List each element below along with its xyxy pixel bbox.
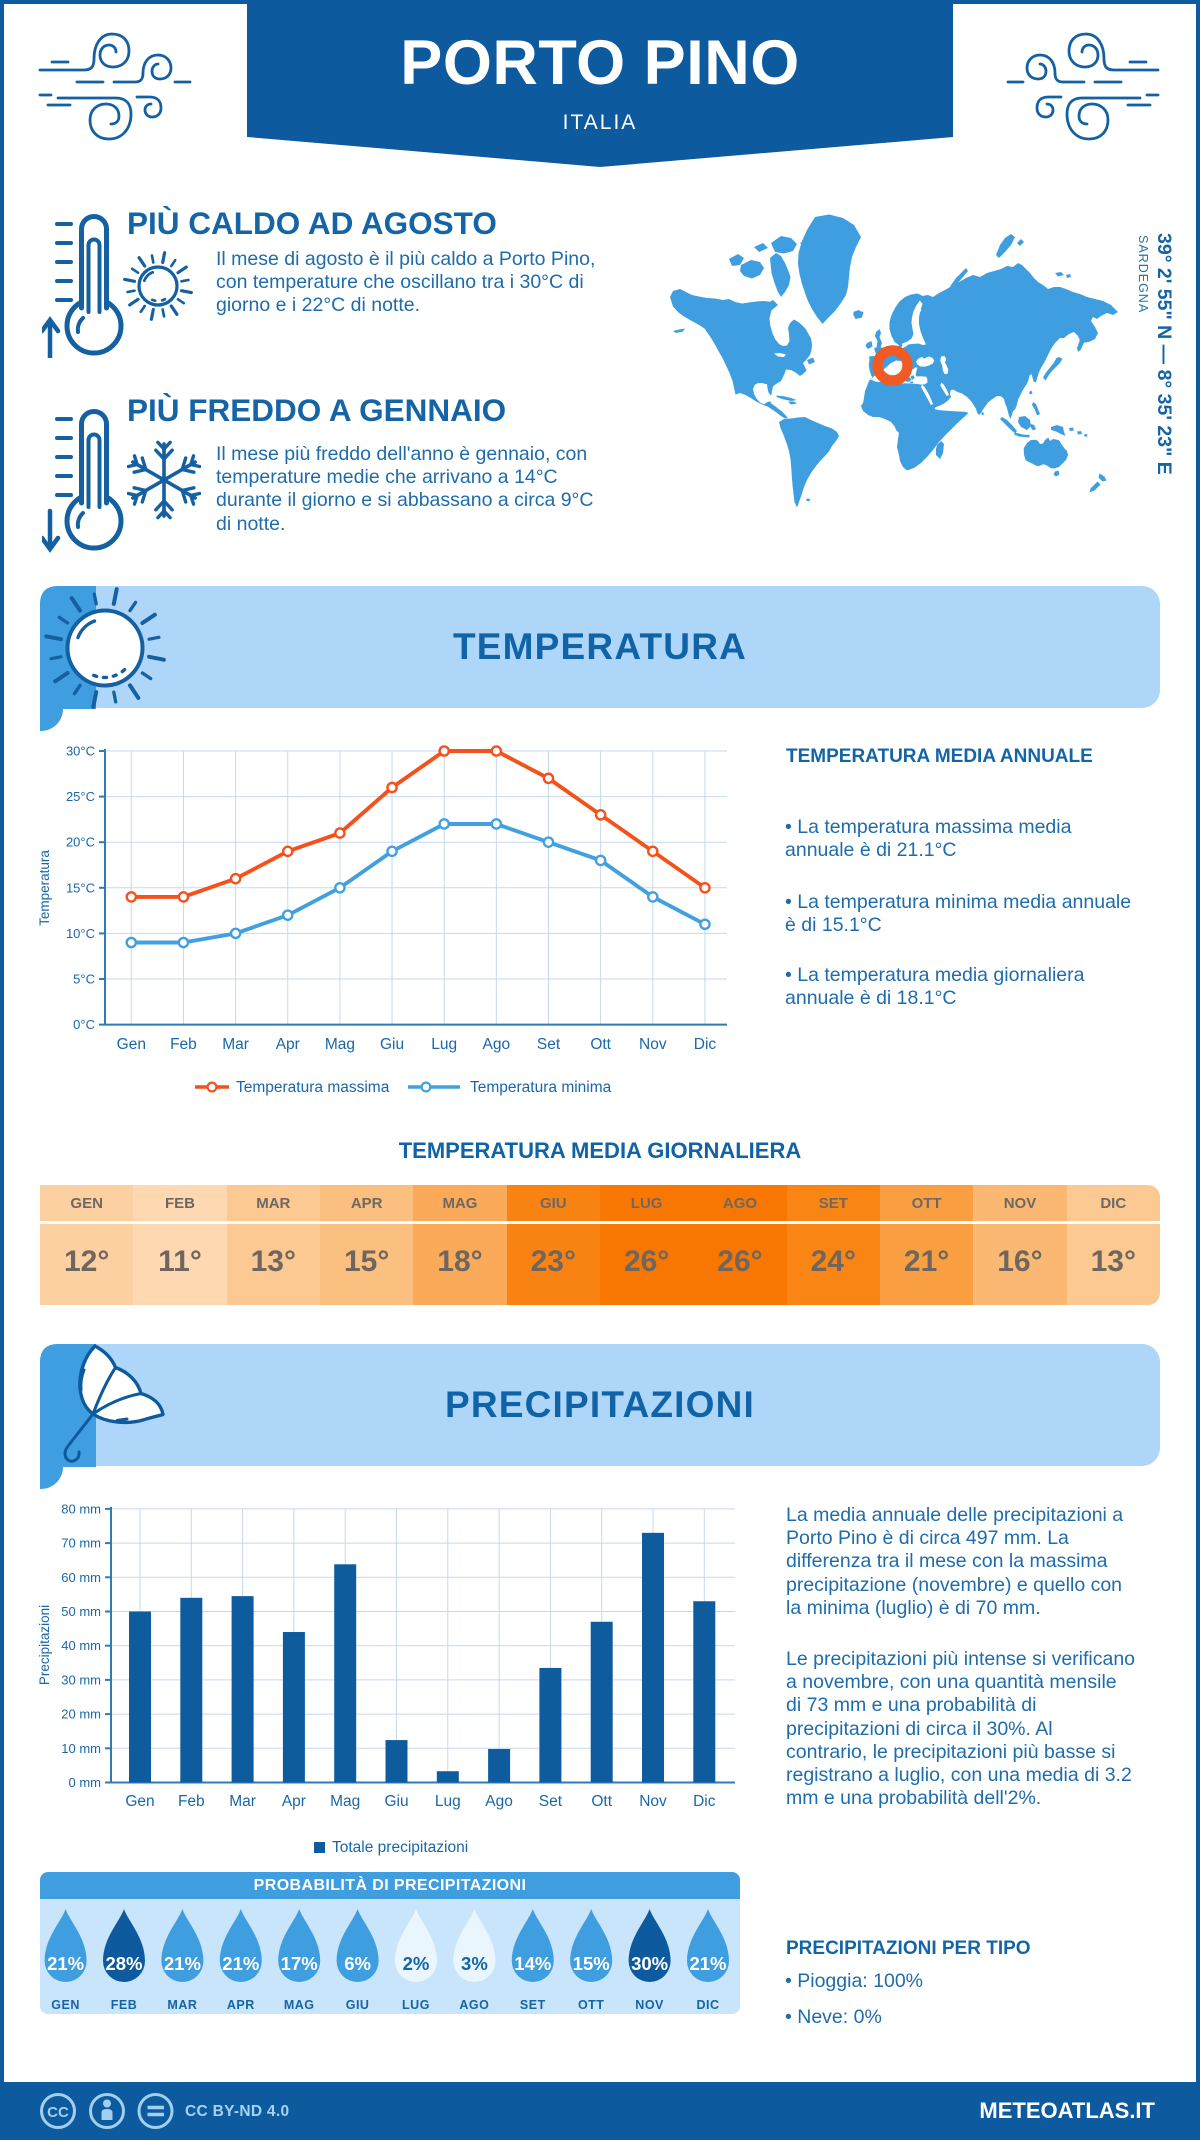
svg-text:CC: CC	[47, 2104, 69, 2121]
svg-text:Temperatura: Temperatura	[37, 850, 52, 926]
svg-text:40 mm: 40 mm	[61, 1638, 101, 1653]
svg-text:GEN: GEN	[51, 1998, 80, 2012]
svg-text:21%: 21%	[47, 1953, 84, 1974]
svg-text:0°C: 0°C	[73, 1017, 95, 1032]
svg-text:MAR: MAR	[167, 1998, 197, 2012]
svg-text:Mag: Mag	[330, 1793, 360, 1810]
svg-text:Nov: Nov	[639, 1036, 667, 1053]
svg-text:FEB: FEB	[111, 1998, 138, 2012]
svg-text:Giu: Giu	[384, 1793, 408, 1810]
svg-text:10 mm: 10 mm	[61, 1741, 101, 1756]
svg-text:Apr: Apr	[282, 1793, 306, 1810]
svg-text:Dic: Dic	[693, 1793, 716, 1810]
svg-text:Gen: Gen	[125, 1793, 154, 1810]
svg-text:17%: 17%	[281, 1953, 318, 1974]
svg-text:APR: APR	[227, 1998, 255, 2012]
svg-text:30°C: 30°C	[66, 744, 95, 759]
svg-text:GIU: GIU	[346, 1998, 370, 2012]
svg-text:MAG: MAG	[284, 1998, 315, 2012]
svg-text:20 mm: 20 mm	[61, 1707, 101, 1722]
svg-text:5°C: 5°C	[73, 972, 95, 987]
svg-text:15%: 15%	[573, 1953, 610, 1974]
svg-text:Ago: Ago	[483, 1036, 511, 1053]
svg-text:Lug: Lug	[431, 1036, 457, 1053]
svg-text:10°C: 10°C	[66, 926, 95, 941]
svg-text:Nov: Nov	[639, 1793, 667, 1810]
svg-text:25°C: 25°C	[66, 789, 95, 804]
svg-text:21%: 21%	[222, 1953, 259, 1974]
svg-text:Mar: Mar	[222, 1036, 249, 1053]
svg-text:Ago: Ago	[485, 1793, 513, 1810]
svg-text:30 mm: 30 mm	[61, 1672, 101, 1687]
svg-text:2%: 2%	[403, 1953, 430, 1974]
svg-text:14%: 14%	[514, 1953, 551, 1974]
svg-text:Dic: Dic	[694, 1036, 717, 1053]
svg-text:3%: 3%	[461, 1953, 488, 1974]
svg-text:Ott: Ott	[591, 1793, 612, 1810]
svg-text:80 mm: 80 mm	[61, 1501, 101, 1516]
svg-text:6%: 6%	[344, 1953, 371, 1974]
svg-text:SET: SET	[520, 1998, 546, 2012]
svg-text:OTT: OTT	[578, 1998, 605, 2012]
svg-text:Set: Set	[537, 1036, 561, 1053]
svg-text:15°C: 15°C	[66, 880, 95, 895]
svg-text:21%: 21%	[164, 1953, 201, 1974]
svg-text:30%: 30%	[631, 1953, 668, 1974]
svg-text:Apr: Apr	[276, 1036, 300, 1053]
svg-text:21%: 21%	[689, 1953, 726, 1974]
svg-text:0 mm: 0 mm	[69, 1775, 102, 1790]
svg-text:50 mm: 50 mm	[61, 1604, 101, 1619]
svg-text:70 mm: 70 mm	[61, 1536, 101, 1551]
svg-text:Mag: Mag	[325, 1036, 355, 1053]
svg-text:28%: 28%	[105, 1953, 142, 1974]
svg-text:Set: Set	[539, 1793, 563, 1810]
svg-text:LUG: LUG	[402, 1998, 430, 2012]
svg-text:Totale precipitazioni: Totale precipitazioni	[332, 1839, 468, 1856]
svg-text:Feb: Feb	[170, 1036, 197, 1053]
svg-text:Precipitazioni: Precipitazioni	[37, 1605, 52, 1685]
svg-text:Giu: Giu	[380, 1036, 404, 1053]
svg-text:Ott: Ott	[590, 1036, 611, 1053]
svg-text:DIC: DIC	[696, 1998, 719, 2012]
svg-text:NOV: NOV	[635, 1998, 664, 2012]
svg-text:20°C: 20°C	[66, 835, 95, 850]
svg-text:Lug: Lug	[435, 1793, 461, 1810]
svg-text:Temperatura minima: Temperatura minima	[470, 1079, 612, 1096]
svg-text:Temperatura massima: Temperatura massima	[236, 1079, 390, 1096]
svg-text:Gen: Gen	[117, 1036, 146, 1053]
svg-text:Feb: Feb	[178, 1793, 205, 1810]
svg-text:Mar: Mar	[229, 1793, 256, 1810]
svg-text:60 mm: 60 mm	[61, 1570, 101, 1585]
svg-text:AGO: AGO	[459, 1998, 489, 2012]
